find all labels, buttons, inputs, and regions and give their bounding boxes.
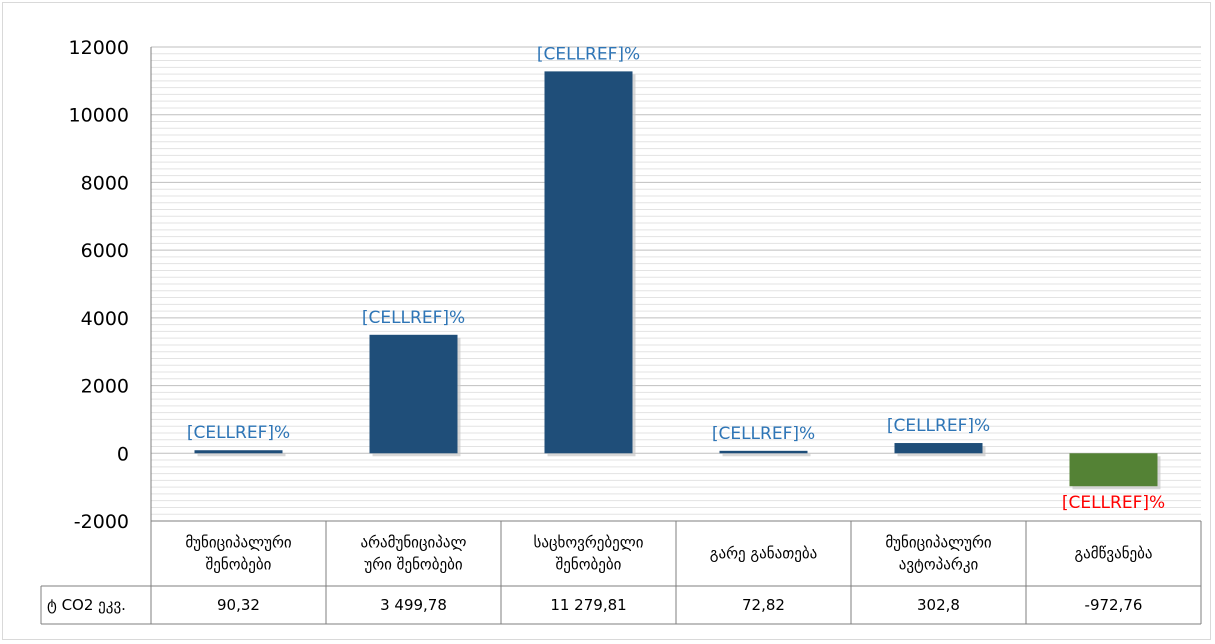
data-label: [CELLREF]% (537, 44, 640, 64)
bars (194, 71, 1161, 490)
data-label: [CELLREF]% (1062, 493, 1165, 513)
series-name-cell: ტ CO2 ეკვ. (47, 596, 126, 614)
category-label: ური შენობები (364, 556, 462, 574)
value-cell: 90,32 (217, 596, 260, 614)
bar (894, 443, 983, 454)
value-cell: 72,82 (742, 596, 785, 614)
category-label: შენობები (206, 556, 272, 574)
y-tick-label: -2000 (74, 511, 129, 533)
bar-chart: 12000 10000 8000 6000 4000 2000 0 -2000 [CELLRE… (40, 37, 1202, 625)
category-label: მუნიციპალური (885, 534, 992, 552)
data-label: [CELLREF]% (887, 416, 990, 436)
data-labels: [CELLREF]% [CELLREF]% [CELLREF]% [CELLREF]%… (187, 44, 1165, 513)
value-cell: -972,76 (1085, 596, 1143, 614)
gridlines (150, 46, 1201, 522)
y-tick-label: 10000 (69, 105, 129, 127)
bar-shadow (197, 453, 286, 457)
data-table: მუნიციპალური შენობები არამუნიციპალ ური შენო… (40, 520, 1202, 625)
bar (369, 334, 458, 454)
y-tick-label: 0 (117, 443, 129, 465)
category-label: მუნიციპალური (185, 534, 292, 552)
data-label: [CELLREF]% (362, 308, 465, 328)
bar (544, 71, 633, 454)
value-cell: 3 499,78 (380, 596, 447, 614)
category-label: გამწვანება (1074, 545, 1152, 563)
data-label: [CELLREF]% (712, 424, 815, 444)
category-label: არამუნიციპალ (361, 534, 467, 552)
y-tick-label: 12000 (69, 37, 129, 59)
category-label: საცხოვრებელი (533, 534, 643, 552)
y-tick-label: 2000 (81, 376, 129, 398)
category-label: ავტოპარკი (899, 556, 979, 574)
bar-shadow (722, 453, 811, 457)
category-label: გარე განათება (710, 545, 817, 563)
bar (194, 450, 283, 454)
data-label: [CELLREF]% (187, 423, 290, 443)
category-label: შენობები (556, 556, 622, 574)
y-tick-label: 8000 (81, 172, 129, 194)
value-cell: 302,8 (917, 596, 960, 614)
y-axis-ticks: 12000 10000 8000 6000 4000 2000 0 -2000 (69, 37, 129, 533)
bar (1069, 453, 1158, 487)
y-tick-label: 4000 (81, 308, 129, 330)
value-cell: 11 279,81 (550, 596, 626, 614)
bar (719, 450, 808, 454)
y-tick-label: 6000 (81, 240, 129, 262)
